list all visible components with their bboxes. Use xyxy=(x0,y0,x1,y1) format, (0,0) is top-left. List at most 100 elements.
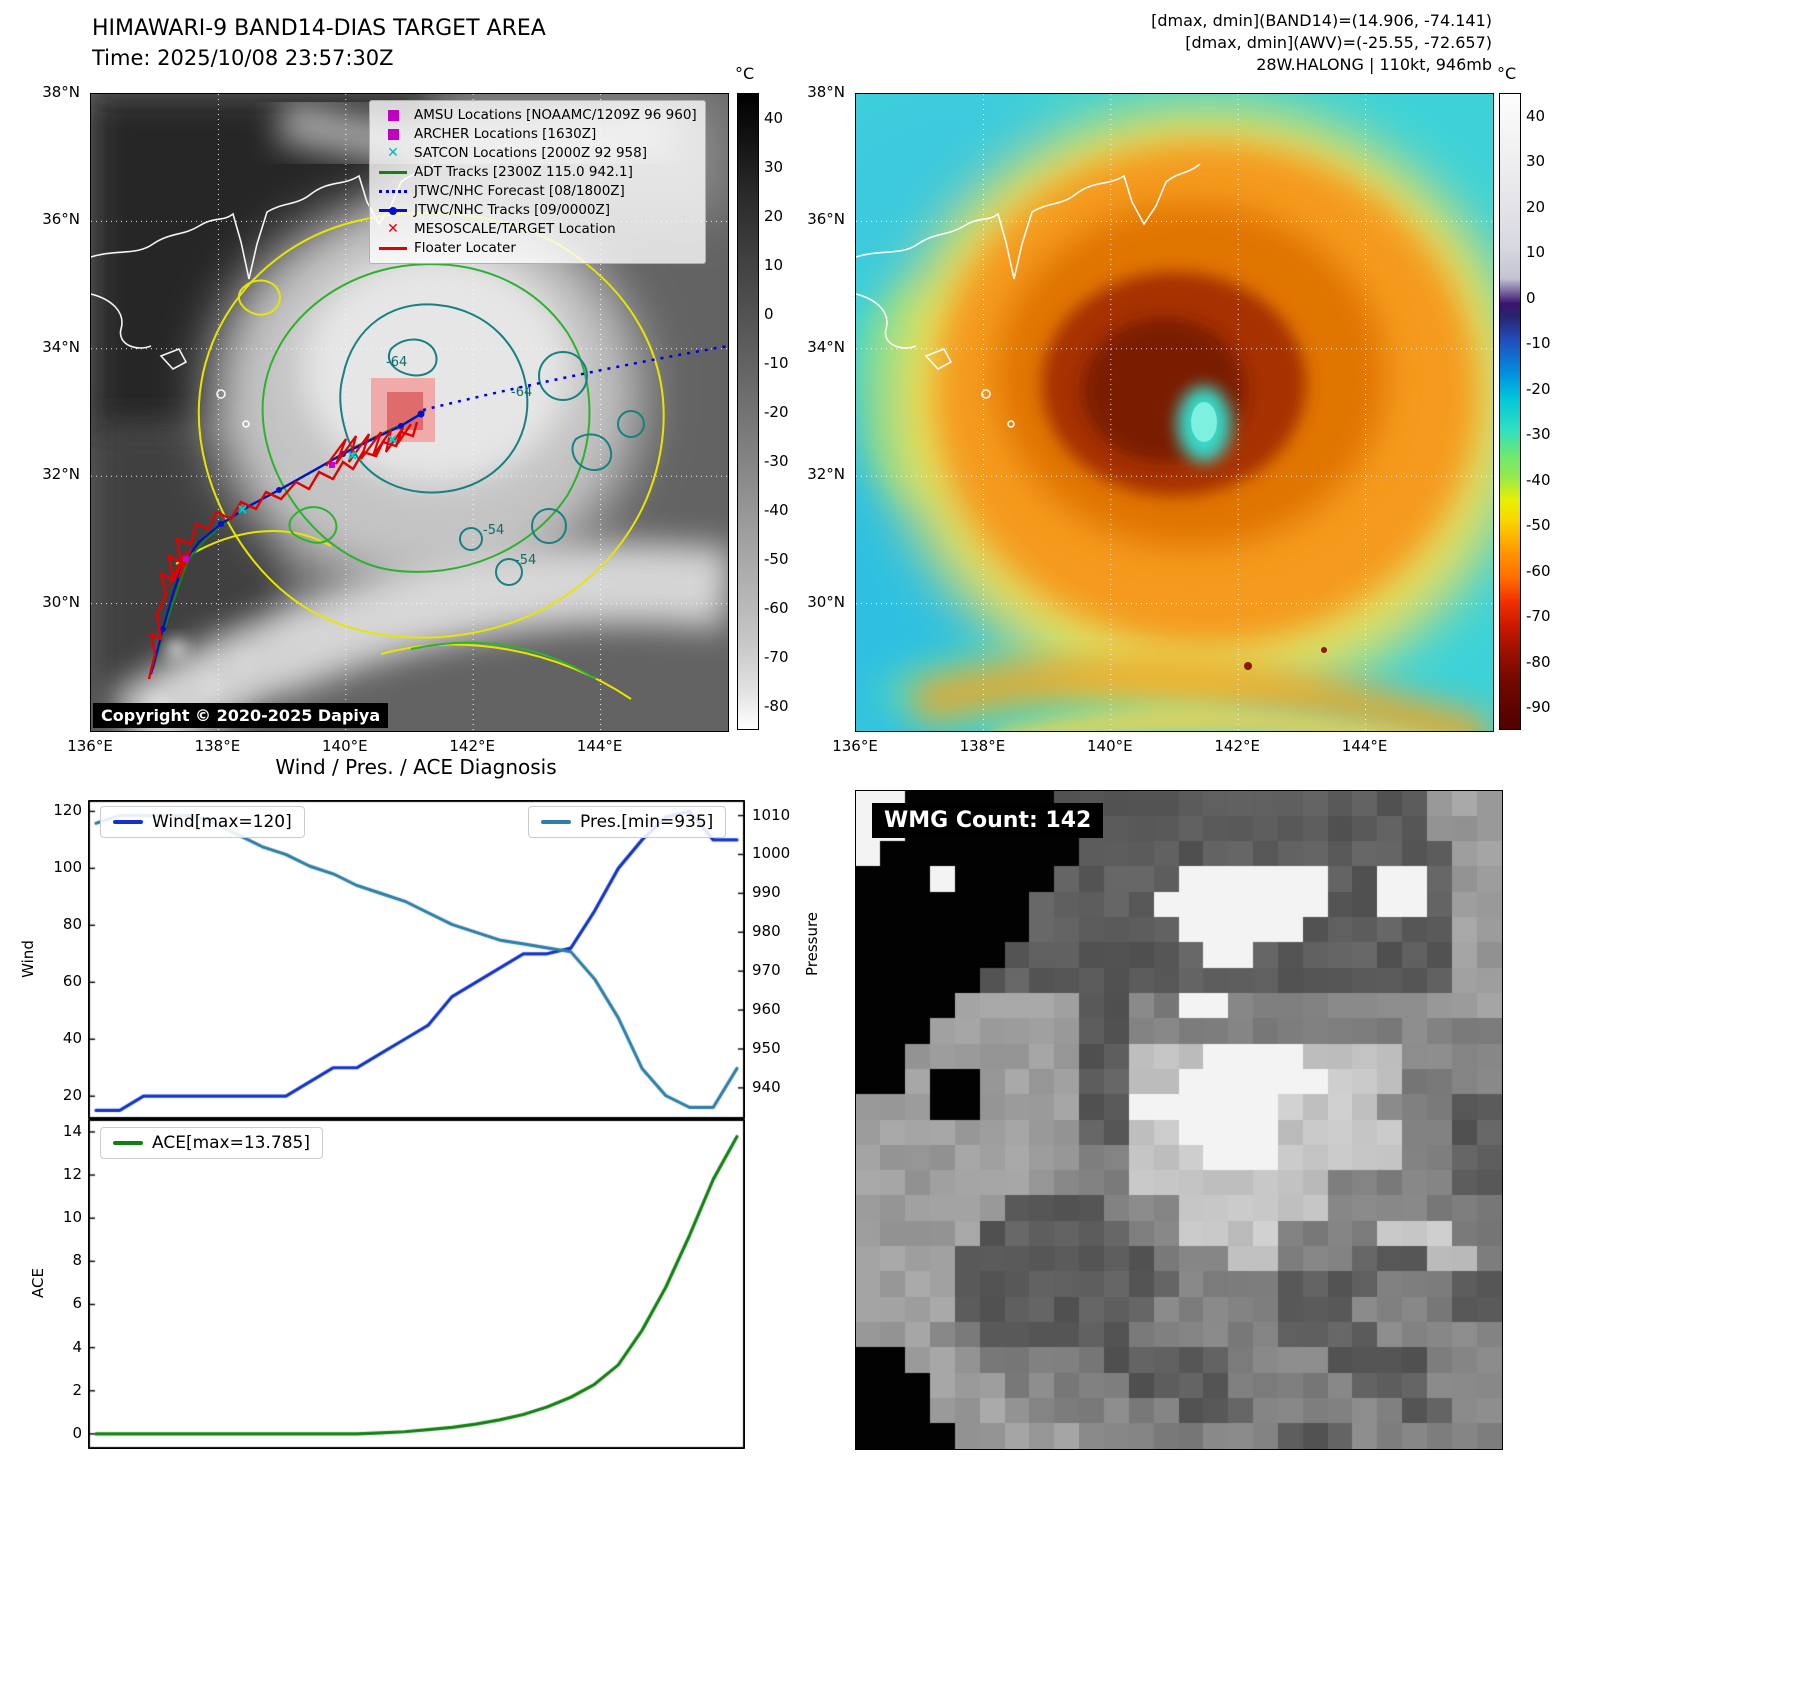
line-dot-marker-icon xyxy=(378,203,408,219)
axis-tick-label: 12 xyxy=(62,1165,82,1184)
lat-tick-label: 32°N xyxy=(807,465,845,484)
temperature-contours xyxy=(175,212,665,700)
axis-tick-label: 950 xyxy=(752,1038,781,1057)
lat-tick-label: 34°N xyxy=(42,337,80,356)
graticule xyxy=(856,94,1493,731)
wmg-count-label: WMG Count: 142 xyxy=(872,803,1104,838)
wind-legend-label: Wind[max=120] xyxy=(152,812,292,832)
axis-tick-label: 990 xyxy=(752,883,781,902)
forecast-track xyxy=(422,344,728,412)
colorbar-tick-label: -20 xyxy=(764,402,789,421)
axis-tick-label: 2 xyxy=(72,1380,82,1399)
lon-tick-label: 136°E xyxy=(832,737,878,755)
lat-tick-label: 36°N xyxy=(807,210,845,229)
lon-tick-label: 142°E xyxy=(1214,737,1260,755)
map-legend: AMSU Locations [NOAAMC/1209Z 96 960] ARCH… xyxy=(369,100,706,264)
lat-tick-label: 34°N xyxy=(807,337,845,356)
colorbar-tick-label: -80 xyxy=(764,696,789,715)
storm-tracks xyxy=(147,344,728,680)
lon-tick-label: 138°E xyxy=(959,737,1006,755)
axis-tick-label: 980 xyxy=(752,922,781,941)
map-legend-label: SATCON Locations [2000Z 92 958] xyxy=(414,145,647,161)
svg-text:-54: -54 xyxy=(483,523,504,538)
map-legend-label: ARCHER Locations [1630Z] xyxy=(414,126,597,142)
lat-tick-label: 32°N xyxy=(42,465,80,484)
figure-subtitle-time: Time: 2025/10/08 23:57:30Z xyxy=(92,46,394,70)
awv-colorbar xyxy=(1499,93,1521,730)
colorbar-tick-label: -40 xyxy=(764,500,789,519)
axis-tick-label: 8 xyxy=(72,1251,82,1270)
map-legend-label: Floater Locater xyxy=(414,240,516,256)
wind-legend: Wind[max=120] xyxy=(100,806,305,838)
map-legend-label: MESOSCALE/TARGET Location xyxy=(414,221,616,237)
lon-tick-label: 140°E xyxy=(321,737,368,755)
colorbar-tick-label: 20 xyxy=(764,206,784,225)
ace-legend-label: ACE[max=13.785] xyxy=(152,1133,310,1153)
amsu-markers xyxy=(183,462,335,562)
line-marker-icon xyxy=(378,165,408,181)
info-band14-range: [dmax, dmin](BAND14)=(14.906, -74.141) xyxy=(1151,11,1492,30)
chart-title: Wind / Pres. / ACE Diagnosis xyxy=(275,755,557,779)
awv-satellite-image xyxy=(856,94,1493,731)
axis-tick-label: 0 xyxy=(72,1423,82,1442)
colorbar-tick-label: -10 xyxy=(764,353,789,372)
wind-pressure-chart xyxy=(88,800,745,1119)
colorbar-tick-label: 10 xyxy=(1526,243,1546,262)
satcon-markers xyxy=(238,435,397,514)
map-legend-item: JTWC/NHC Forecast [08/1800Z] xyxy=(378,182,697,201)
lon-tick-label: 144°E xyxy=(576,737,623,755)
line-marker-icon xyxy=(378,241,408,257)
pressure-line-swatch-icon xyxy=(541,820,571,824)
colorbar-tick-label: -70 xyxy=(764,647,789,666)
colorbar-tick-label: -60 xyxy=(1526,561,1551,580)
colorbar-unit-label: °C xyxy=(1497,64,1517,83)
axis-tick-label: 1010 xyxy=(752,805,791,824)
pressure-axis-label: Pressure xyxy=(803,911,821,977)
map-legend-item: JTWC/NHC Tracks [09/0000Z] xyxy=(378,201,697,220)
map-legend-item: ADT Tracks [2300Z 115.0 942.1] xyxy=(378,163,697,182)
colorbar-tick-label: -30 xyxy=(764,451,789,470)
copyright-label: Copyright © 2020-2025 Dapiya xyxy=(93,703,389,728)
axis-tick-label: 940 xyxy=(752,1077,781,1096)
colorbar-tick-label: 0 xyxy=(1526,288,1536,307)
colorbar-tick-label: -50 xyxy=(1526,516,1551,535)
colorbar-tick-label: 20 xyxy=(1526,197,1546,216)
lat-tick-label: 38°N xyxy=(807,83,845,101)
lon-tick-label: 144°E xyxy=(1341,737,1388,755)
colorbar-tick-label: -70 xyxy=(1526,607,1551,626)
colorbar-tick-label: -60 xyxy=(764,598,789,617)
axis-tick-label: 1000 xyxy=(752,844,791,863)
axis-tick-label: 6 xyxy=(72,1294,82,1313)
lat-tick-label: 38°N xyxy=(42,83,80,101)
lat-tick-label: 30°N xyxy=(42,592,80,611)
lat-tick-label: 30°N xyxy=(807,592,845,611)
axis-tick-label: 970 xyxy=(752,961,781,980)
square-marker-icon xyxy=(378,108,408,124)
map-legend-label: ADT Tracks [2300Z 115.0 942.1] xyxy=(414,164,633,180)
axis-tick-label: 10 xyxy=(62,1208,82,1227)
figure-title: HIMAWARI-9 BAND14-DIAS TARGET AREA xyxy=(92,16,546,41)
info-storm-id: 28W.HALONG | 110kt, 946mb xyxy=(1256,55,1492,74)
axis-tick-label: 80 xyxy=(62,915,82,934)
colorbar-tick-label: -80 xyxy=(1526,652,1551,671)
awv-map-panel xyxy=(855,93,1494,732)
pressure-legend-label: Pres.[min=935] xyxy=(580,812,714,832)
axis-tick-label: 100 xyxy=(53,858,82,877)
map-legend-label: JTWC/NHC Tracks [09/0000Z] xyxy=(414,202,611,218)
lon-tick-label: 136°E xyxy=(67,737,113,755)
colorbar-tick-label: -20 xyxy=(1526,379,1551,398)
axis-tick-label: 960 xyxy=(752,1000,781,1019)
colorbar-tick-label: -50 xyxy=(764,549,789,568)
ace-axis-label: ACE xyxy=(29,1268,47,1298)
colorbar-tick-label: 30 xyxy=(764,157,784,176)
ace-chart xyxy=(88,1119,745,1449)
axis-tick-label: 60 xyxy=(62,972,82,991)
ace-legend: ACE[max=13.785] xyxy=(100,1127,323,1159)
band14-map-panel: -64 -64 -54 -54 xyxy=(90,93,729,732)
colorbar-tick-label: -10 xyxy=(1526,334,1551,353)
info-block: [dmax, dmin](BAND14)=(14.906, -74.141) [… xyxy=(1000,10,1492,76)
coastline xyxy=(856,163,1201,428)
colorbar-tick-label: -30 xyxy=(1526,425,1551,444)
square-marker-icon xyxy=(378,127,408,143)
